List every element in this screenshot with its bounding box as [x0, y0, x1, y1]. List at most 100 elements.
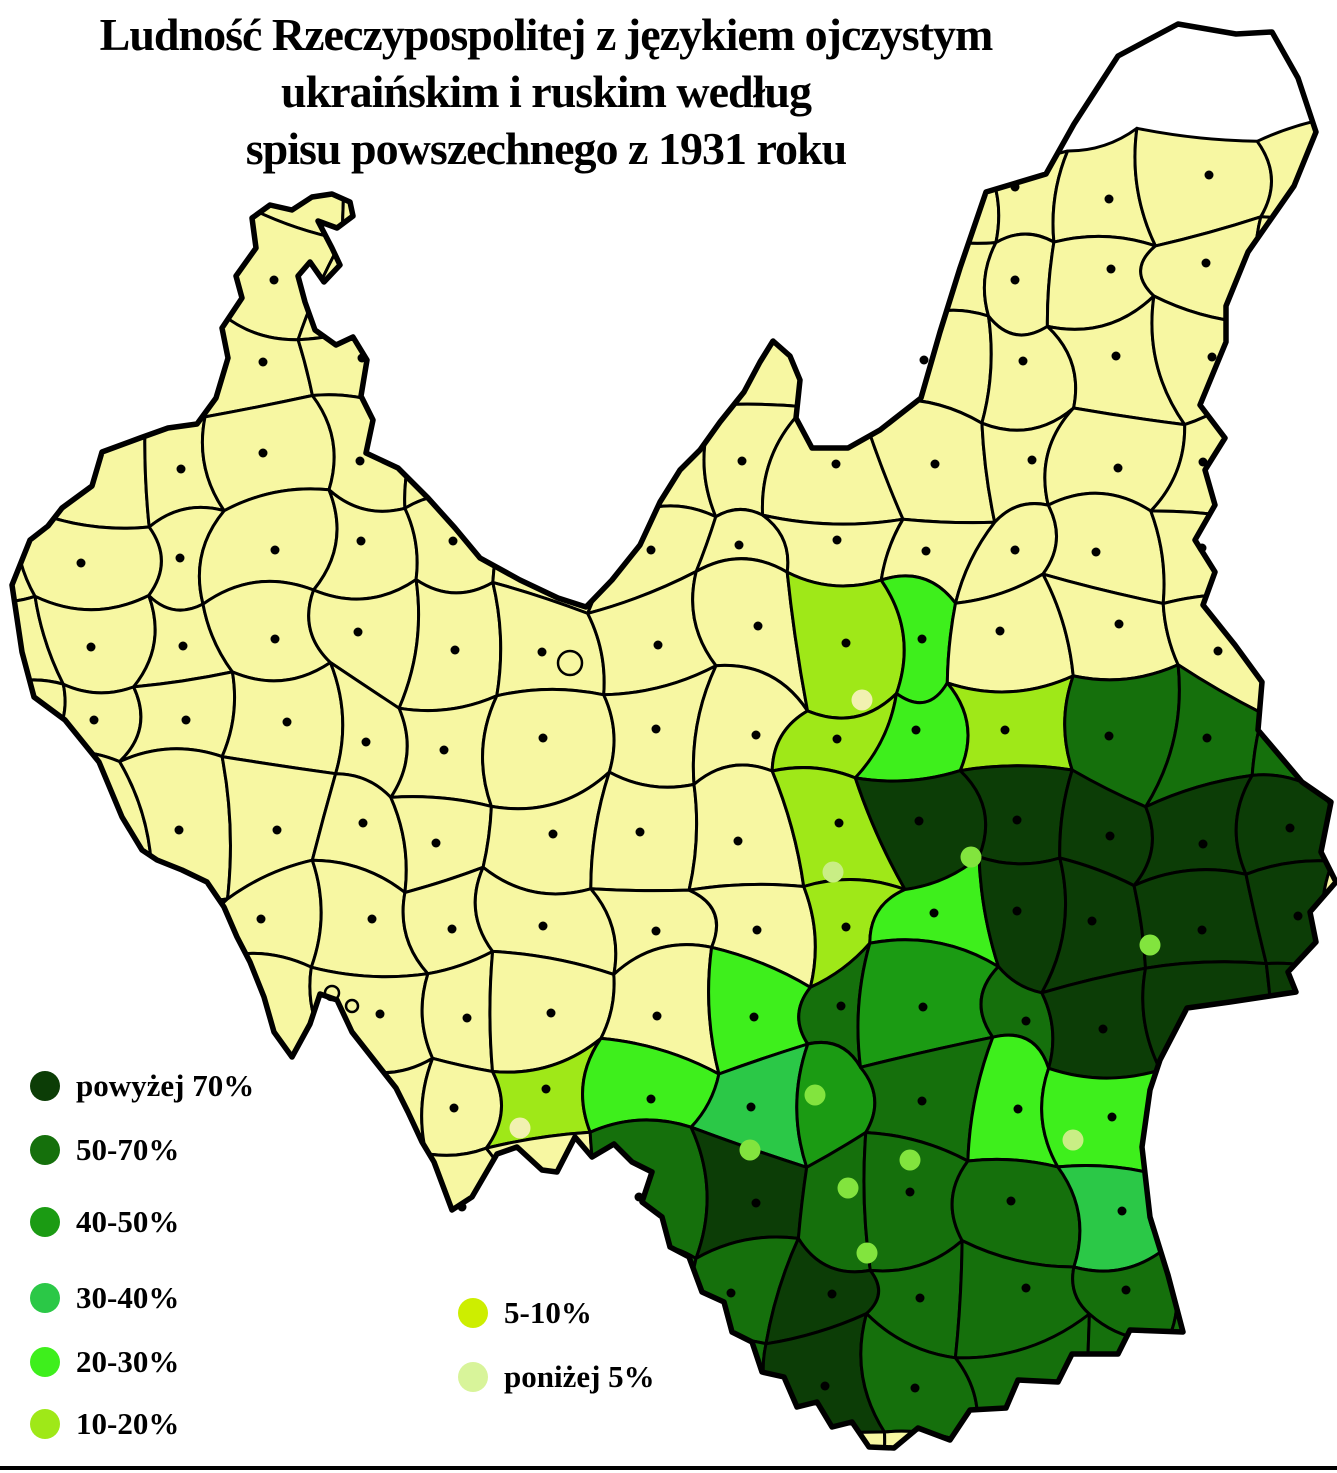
county-cell	[611, 1244, 698, 1360]
county-cell	[1167, 1338, 1266, 1448]
legend-color-swatch	[30, 1207, 60, 1237]
county-seat-dot	[447, 924, 457, 934]
county-seat-dot	[1010, 545, 1020, 555]
legend-item-c5_10: 5-10%	[458, 1293, 592, 1333]
county-seat-dot	[375, 1009, 385, 1019]
county-seat-dot	[1114, 619, 1124, 629]
county-seat-dot	[930, 459, 940, 469]
county-seat-dot	[910, 1383, 920, 1393]
county-cell	[12, 967, 42, 1069]
legend-color-swatch	[458, 1362, 488, 1392]
county-seat-dot	[541, 1084, 551, 1094]
county-seat-dot	[651, 926, 661, 936]
county-seat-dot	[841, 922, 851, 932]
county-cell	[494, 306, 631, 429]
county-seat-dot	[634, 1192, 644, 1202]
county-cell	[1225, 1059, 1336, 1155]
county-seat-dot	[749, 1012, 759, 1022]
county-seat-dot	[457, 1202, 467, 1212]
city-dot	[960, 846, 982, 868]
city-dot	[899, 1149, 921, 1171]
county-seat-dot	[1012, 815, 1022, 825]
legend-color-swatch	[30, 1409, 60, 1439]
county-cell	[131, 205, 253, 321]
county-seat-dot	[915, 1293, 925, 1303]
county-seat-dot	[1012, 906, 1022, 916]
city-dot	[739, 1139, 761, 1161]
county-seat-dot	[832, 734, 842, 744]
county-seat-dot	[1198, 839, 1208, 849]
legend-item-c10_20: 10-20%	[30, 1404, 179, 1444]
county-cell	[320, 1056, 435, 1163]
county-cell	[1143, 1059, 1275, 1176]
county-seat-dot	[834, 818, 844, 828]
county-seat-dot	[914, 816, 924, 826]
county-seat-dot	[820, 1381, 830, 1391]
county-seat-dot	[353, 627, 363, 637]
county-cell	[667, 133, 805, 227]
legend-item-label: 20-30%	[76, 1344, 180, 1379]
county-seat-dot	[269, 275, 279, 285]
county-cell	[1253, 1415, 1336, 1448]
county-cell	[438, 1396, 521, 1448]
county-seat-dot	[734, 540, 744, 550]
county-seat-dot	[537, 647, 547, 657]
county-cell	[612, 315, 728, 412]
county-cell	[218, 1324, 344, 1426]
county-seat-dot	[651, 724, 661, 734]
legend-color-swatch	[30, 1071, 60, 1101]
county-cell	[388, 210, 518, 310]
county-cell	[495, 213, 625, 319]
county-seat-dot	[919, 355, 929, 365]
county-cell	[318, 1407, 443, 1448]
legend-item-label: 30-40%	[76, 1280, 180, 1315]
county-cell	[231, 1408, 342, 1448]
county-cell	[340, 110, 403, 242]
county-seat-dot	[258, 357, 268, 367]
county-cell	[12, 140, 68, 228]
county-seat-dot	[911, 725, 921, 735]
county-seat-dot	[995, 626, 1005, 636]
county-seat-dot	[841, 638, 851, 648]
county-cell	[1319, 666, 1336, 794]
city-dot	[509, 1117, 531, 1139]
county-seat-dot	[1197, 543, 1207, 553]
county-seat-dot	[1198, 457, 1208, 467]
county-cell	[1237, 1348, 1336, 1445]
county-cell	[21, 218, 161, 321]
city-dot	[856, 1242, 878, 1264]
county-cell	[24, 967, 155, 1082]
county-cell	[1229, 479, 1336, 618]
county-cell	[220, 661, 345, 776]
county-seat-dot	[1091, 547, 1101, 557]
county-cell	[491, 580, 606, 698]
county-seat-dot	[918, 1002, 928, 1012]
county-seat-dot	[361, 737, 371, 747]
county-seat-dot	[1098, 1024, 1108, 1034]
county-seat-dot	[449, 1103, 459, 1113]
county-seat-dot	[176, 464, 186, 474]
county-cell	[18, 112, 161, 228]
county-cell	[318, 1332, 443, 1416]
legend-item-c40_50: 40-50%	[30, 1202, 179, 1242]
county-seat-dot	[726, 1288, 736, 1298]
county-cell	[795, 218, 899, 332]
county-seat-dot	[462, 1013, 472, 1023]
county-seat-dot	[1201, 258, 1211, 268]
county-cell	[1330, 1348, 1336, 1448]
county-seat-dot	[751, 1198, 761, 1208]
county-seat-dot	[1202, 733, 1212, 743]
county-cell	[504, 1405, 604, 1448]
county-cell	[311, 1152, 430, 1274]
county-cell	[131, 111, 253, 224]
county-seat-dot	[548, 829, 558, 839]
legend-color-swatch	[30, 1347, 60, 1377]
county-seat-dot	[737, 456, 747, 466]
legend-item-lt5: poniżej 5%	[458, 1357, 655, 1397]
county-seat-dot	[831, 459, 841, 469]
county-seat-dot	[1006, 1196, 1016, 1206]
legend-item-label: poniżej 5%	[504, 1359, 655, 1394]
county-cell	[313, 1248, 431, 1356]
county-seat-dot	[1010, 275, 1020, 285]
legend-color-swatch	[458, 1298, 488, 1328]
